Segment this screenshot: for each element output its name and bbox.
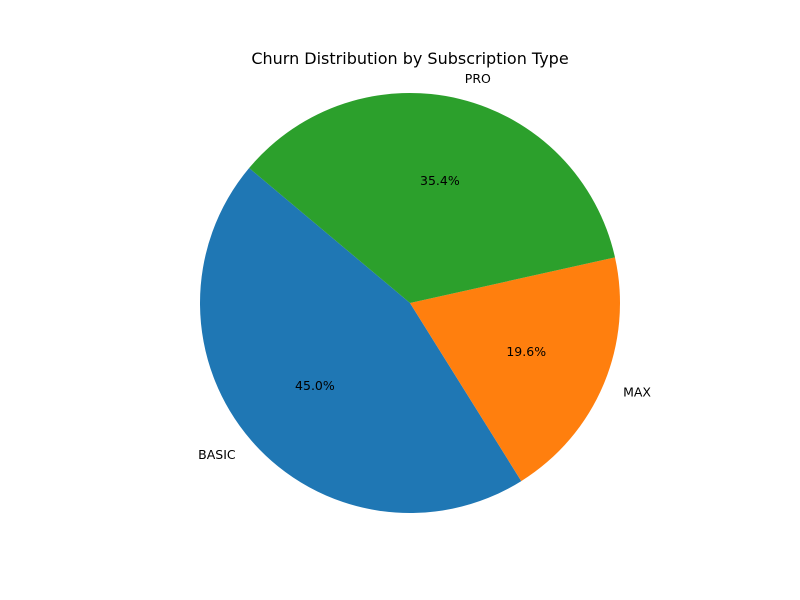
slice-label-pro: PRO [465, 71, 491, 86]
pie: BASIC 45.0% MAX 19.6% PRO 35.4% [198, 71, 651, 514]
slice-percent-pro: 35.4% [420, 173, 460, 188]
pie-slice-pro [249, 93, 615, 303]
slice-label-max: MAX [623, 385, 651, 400]
pie-slice-basic [200, 168, 522, 514]
chart-title: Churn Distribution by Subscription Type [251, 49, 568, 68]
slice-percent-basic: 45.0% [295, 378, 335, 393]
slice-label-basic: BASIC [198, 447, 236, 462]
slice-percent-max: 19.6% [506, 344, 546, 359]
pie-slice-max [410, 257, 620, 482]
